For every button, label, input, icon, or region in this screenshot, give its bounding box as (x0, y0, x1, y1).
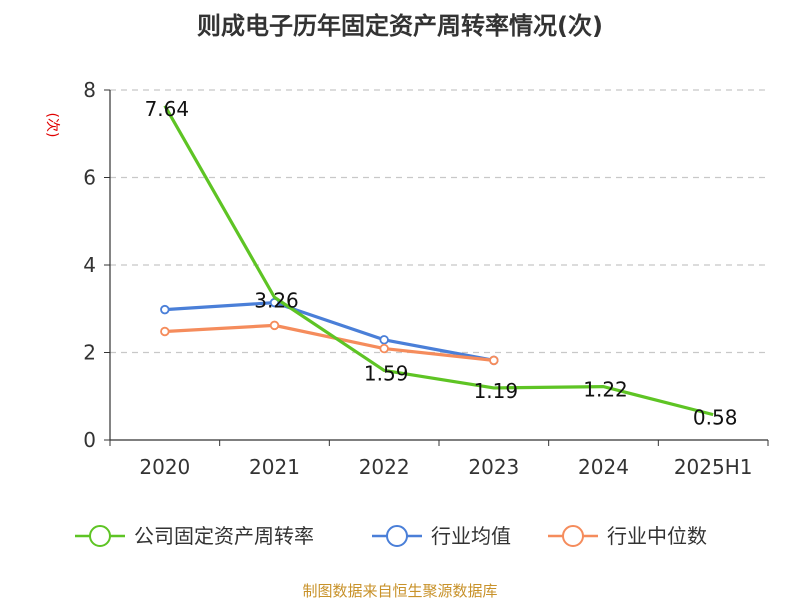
series-lines (160, 104, 714, 417)
x-tick-label: 2022 (359, 455, 410, 479)
series-line (164, 323, 495, 362)
legend-item[interactable]: 公司固定资产周转率 (75, 524, 314, 548)
data-point (489, 355, 499, 366)
data-label: 1.22 (583, 378, 628, 402)
series-line (163, 104, 714, 417)
axes: 0 2 4 6 8 2020 2021 2022 2023 2024 2025H1 (83, 78, 769, 479)
data-point (379, 343, 389, 354)
legend-swatch-marker (386, 525, 408, 547)
x-tick-label: 2020 (139, 455, 190, 479)
data-label: 1.19 (474, 379, 519, 403)
data-label: 3.26 (254, 288, 299, 312)
legend[interactable]: 公司固定资产周转率 行业均值 行业中位数 (75, 524, 707, 548)
legend-swatch-marker (562, 525, 584, 547)
data-point (269, 320, 280, 331)
legend-label: 公司固定资产周转率 (134, 524, 314, 548)
series-line (164, 301, 495, 362)
x-tick-label: 2021 (249, 455, 300, 479)
data-point (160, 304, 170, 315)
y-tick-label: 0 (83, 428, 96, 452)
data-point (160, 326, 170, 337)
legend-item[interactable]: 行业均值 (372, 524, 511, 548)
y-tick-label: 6 (83, 166, 96, 190)
x-tick-label: 2025H1 (674, 455, 753, 479)
data-label: 7.64 (145, 97, 190, 121)
data-point (379, 335, 389, 345)
x-tick-label: 2023 (468, 455, 519, 479)
legend-item[interactable]: 行业中位数 (548, 524, 707, 548)
y-tick-label: 8 (83, 78, 96, 102)
data-labels: 7.64 3.26 1.59 1.19 1.22 0.58 (145, 97, 738, 430)
data-label: 1.59 (364, 361, 409, 385)
source-note: 制图数据来自恒生聚源数据库 (302, 582, 497, 600)
y-tick-label: 2 (83, 341, 96, 365)
y-tick-label: 4 (83, 253, 96, 277)
legend-label: 行业中位数 (607, 524, 707, 548)
grid-lines (110, 89, 768, 354)
legend-swatch-marker (89, 525, 111, 547)
chart-title: 则成电子历年固定资产周转率情况(次) (197, 12, 603, 40)
data-label: 0.58 (693, 406, 738, 430)
x-tick-label: 2024 (578, 455, 629, 479)
y-axis-unit-label: (次) (44, 113, 60, 138)
legend-label: 行业均值 (431, 524, 511, 548)
